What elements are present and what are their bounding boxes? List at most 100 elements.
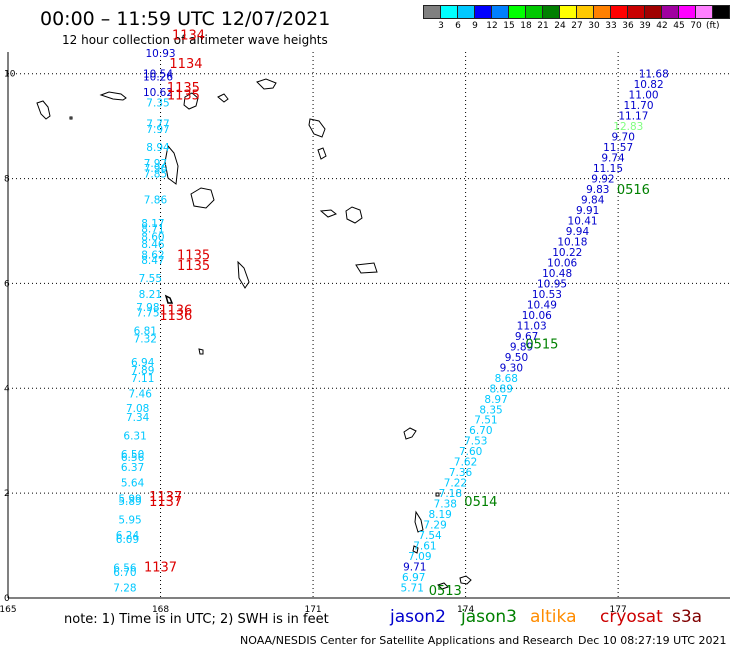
legend-label: 15 xyxy=(503,21,515,31)
wave-height-value: 7.98 xyxy=(136,302,159,314)
wave-height-value: 8.62 xyxy=(141,250,164,262)
wave-height-value: 9.50 xyxy=(505,352,528,364)
wave-height-value: 5.89 xyxy=(118,496,141,508)
wave-height-value: 10.22 xyxy=(552,247,582,259)
satellite-name-jason3: jason3 xyxy=(461,607,517,627)
color-legend-labels: 3 6 9 12 15 18 21 24 27 30 33 36 39 42 45 70 (ft) xyxy=(423,21,740,33)
wave-height-value: 5.64 xyxy=(121,478,145,490)
wave-height-value: 6.50 xyxy=(121,449,144,461)
wave-height-value: 7.75 xyxy=(136,307,159,319)
wave-height-value: 9.30 xyxy=(500,362,523,374)
wave-height-value: 10.82 xyxy=(634,79,664,91)
wave-height-value: 7.28 xyxy=(113,583,136,595)
wave-height-value: 8.35 xyxy=(479,404,502,416)
page-title: 00:00 – 11:59 UTC 12/07/2021 xyxy=(40,8,331,30)
wave-height-value: 9.67 xyxy=(515,331,538,343)
wave-height-value: 11.03 xyxy=(517,320,547,332)
wave-height-value: 6.37 xyxy=(121,462,144,474)
wave-height-value: 8.47 xyxy=(141,255,164,267)
wave-height-value: 9.71 xyxy=(403,562,426,574)
pass-time-label: 1137 xyxy=(144,561,177,576)
wave-height-value: 7.77 xyxy=(146,119,169,131)
wave-height-value: 7.32 xyxy=(134,333,157,345)
wave-height-value: 6.24 xyxy=(116,530,140,542)
satellite-name-s3a: s3a xyxy=(672,607,703,627)
satellite-name-altika: altika xyxy=(530,607,577,627)
wave-height-value: 7.34 xyxy=(126,412,150,424)
legend-label: 39 xyxy=(639,21,651,31)
wave-height-value: 10.48 xyxy=(542,268,572,280)
wave-height-value: 7.51 xyxy=(474,415,497,427)
wave-height-value: 11.00 xyxy=(629,90,659,102)
wave-height-value: 5.71 xyxy=(401,583,424,595)
wave-height-value: 7.11 xyxy=(131,373,154,385)
coastline-islands xyxy=(36,78,472,590)
wave-height-value: 7.97 xyxy=(144,158,167,170)
satellite-name-jason2: jason2 xyxy=(390,607,446,627)
wave-height-value: 6.56 xyxy=(113,563,137,575)
pass-time-label: 1135 xyxy=(167,89,200,104)
pass-time-label: 1135 xyxy=(167,81,200,96)
wave-height-value: 7.89 xyxy=(131,365,154,377)
wave-height-value: 5.95 xyxy=(118,514,141,526)
wave-height-points: 5.716.979.717.097.617.547.298.197.387.18… xyxy=(113,28,669,599)
wave-height-value: 12.83 xyxy=(613,121,643,133)
wave-height-value: 5.99 xyxy=(118,493,141,505)
map-grid: 165 168 171 174 177 0 2 4 6 8 10 xyxy=(0,52,730,615)
legend-label: 24 xyxy=(554,21,566,31)
pass-time-label: 0514 xyxy=(464,495,497,510)
wave-height-value: 11.57 xyxy=(603,142,633,154)
color-legend xyxy=(423,5,730,19)
wave-height-value: 10.54 xyxy=(143,69,173,81)
pass-time-label: 1134 xyxy=(172,28,205,43)
wave-height-value: 7.60 xyxy=(459,446,482,458)
wave-height-value: 7.29 xyxy=(423,520,446,532)
y-tick-label: 4 xyxy=(4,384,10,394)
legend-label: 18 xyxy=(520,21,532,31)
y-tick-label: 8 xyxy=(4,175,10,185)
wave-height-value: 11.70 xyxy=(623,100,653,112)
wave-height-value: 7.61 xyxy=(413,541,436,553)
wave-height-value: 11.17 xyxy=(618,111,648,123)
satellite-name-cryosat: cryosat xyxy=(600,607,663,627)
legend-label: 3 xyxy=(438,21,444,31)
legend-label: 42 xyxy=(656,21,668,31)
wave-height-value: 7.55 xyxy=(139,273,162,285)
wave-height-value: 8.89 xyxy=(490,383,513,395)
wave-height-value: 7.08 xyxy=(126,403,149,415)
wave-height-value: 10.26 xyxy=(143,71,173,83)
legend-label: 30 xyxy=(588,21,600,31)
pass-time-label: 0513 xyxy=(429,584,462,599)
legend-label: 33 xyxy=(605,21,617,31)
legend-label: 36 xyxy=(622,21,634,31)
y-tick-label: 6 xyxy=(4,279,10,289)
legend-label: 6 xyxy=(455,21,461,31)
wave-height-value: 6.56 xyxy=(121,452,145,464)
pass-time-label: 1137 xyxy=(149,490,182,505)
pass-time-label: 1137 xyxy=(149,495,182,510)
x-tick-label: 168 xyxy=(152,605,169,615)
wave-height-value: 9.94 xyxy=(566,226,590,238)
wave-height-value: 8.94 xyxy=(146,142,170,154)
wave-height-value: 10.06 xyxy=(547,257,577,269)
wave-height-value: 9.89 xyxy=(510,341,533,353)
wave-height-value: 6.70 xyxy=(113,567,136,579)
x-tick-label: 165 xyxy=(0,605,17,615)
wave-height-value: 8.97 xyxy=(484,394,507,406)
wave-height-value: 8.46 xyxy=(141,239,165,251)
pass-time-label: 0515 xyxy=(525,338,558,353)
wave-height-value: 8.71 xyxy=(141,223,164,235)
wave-height-value: 10.95 xyxy=(537,278,567,290)
wave-height-value: 9.84 xyxy=(581,195,605,207)
y-tick-label: 2 xyxy=(4,489,10,499)
pass-time-label: 1136 xyxy=(159,304,192,319)
x-tick-label: 171 xyxy=(304,605,321,615)
wave-height-value: 7.36 xyxy=(449,467,473,479)
wave-height-value: 6.31 xyxy=(123,430,146,442)
x-tick-label: 174 xyxy=(457,605,474,615)
footer-timestamp: Dec 10 08:27:19 UTC 2021 xyxy=(578,634,727,647)
wave-height-value: 7.18 xyxy=(439,488,462,500)
wave-height-value: 7.09 xyxy=(408,551,431,563)
wave-height-value: 7.54 xyxy=(418,530,442,542)
